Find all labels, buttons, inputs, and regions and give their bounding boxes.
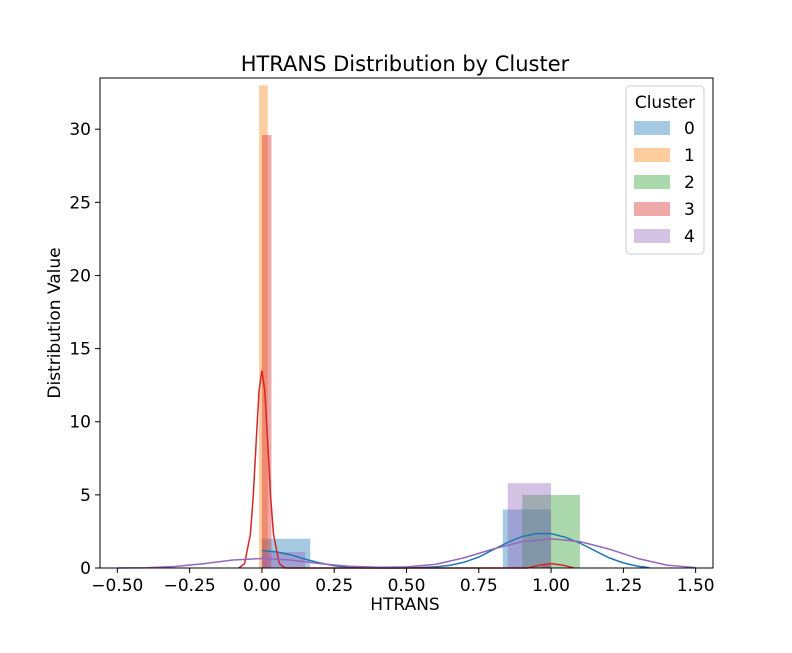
legend-label-cluster-0: 0 xyxy=(684,119,695,139)
kde-layer xyxy=(117,370,696,569)
legend-swatch-cluster-0 xyxy=(634,121,670,135)
legend-box xyxy=(625,85,705,255)
x-tick-label: −0.50 xyxy=(91,576,143,596)
y-tick-label: 10 xyxy=(69,413,91,433)
legend-title: Cluster xyxy=(635,93,695,113)
histogram-bar-cluster-0 xyxy=(502,509,552,568)
legend: Cluster 0 1 2 3 4 xyxy=(625,85,705,255)
x-tick-label: 0.25 xyxy=(315,576,353,596)
legend-swatch-cluster-3 xyxy=(634,202,670,216)
histogram-bar-cluster-2 xyxy=(522,494,580,568)
chart-title: HTRANS Distribution by Cluster xyxy=(241,52,570,76)
histogram-bar-cluster-3 xyxy=(541,563,552,568)
x-tick-label: 0.50 xyxy=(388,576,426,596)
x-tick-label: 1.25 xyxy=(604,576,642,596)
y-tick-label: 25 xyxy=(69,193,91,213)
y-tick-label: 20 xyxy=(69,266,91,286)
legend-label-cluster-4: 4 xyxy=(684,227,695,247)
y-axis-label: Distribution Value xyxy=(45,247,65,398)
x-tick-label: −0.25 xyxy=(164,576,216,596)
y-tick-label: 5 xyxy=(80,486,91,506)
x-tick-label: 0.00 xyxy=(243,576,281,596)
y-tick-label: 15 xyxy=(69,340,91,360)
kde-curve-cluster-3 xyxy=(238,370,575,569)
histogram-bar-cluster-3 xyxy=(261,135,272,568)
x-tick-label: 0.75 xyxy=(460,576,498,596)
histogram-bar-cluster-1 xyxy=(259,85,268,569)
legend-swatch-cluster-1 xyxy=(634,148,670,162)
legend-label-cluster-2: 2 xyxy=(684,173,695,193)
x-tick-label: 1.00 xyxy=(532,576,570,596)
legend-swatch-cluster-2 xyxy=(634,175,670,189)
kde-curve-cluster-4 xyxy=(117,537,696,569)
axes-layer: −0.50 −0.25 0.00 0.25 0.50 0.75 1.00 1.25 1.50 0 5… xyxy=(69,77,715,596)
x-tick-label: 1.50 xyxy=(677,576,715,596)
y-tick-label: 0 xyxy=(80,559,91,579)
y-tick-label: 30 xyxy=(69,120,91,140)
histogram-bar-cluster-4 xyxy=(507,483,552,568)
legend-label-cluster-1: 1 xyxy=(684,146,695,166)
x-axis-label: HTRANS xyxy=(370,595,439,615)
legend-label-cluster-3: 3 xyxy=(684,200,695,220)
legend-swatch-cluster-4 xyxy=(634,229,670,243)
